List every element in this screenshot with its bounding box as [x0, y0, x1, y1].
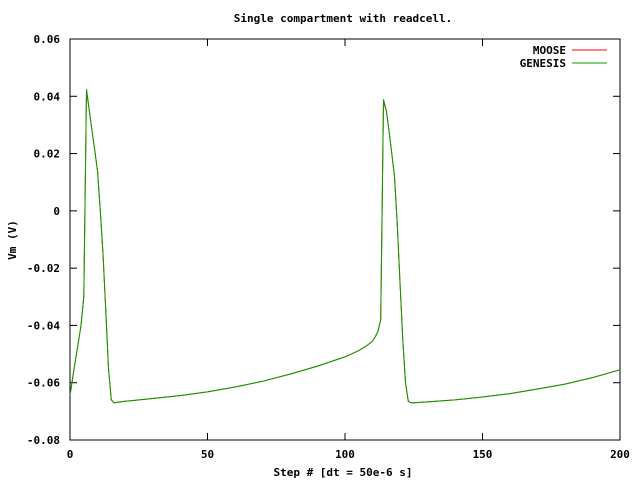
y-tick-label: -0.02	[27, 262, 60, 275]
legend-label: GENESIS	[520, 57, 566, 70]
legend-label: MOOSE	[533, 44, 566, 57]
x-tick-label: 0	[67, 448, 74, 461]
y-ticks: -0.08 -0.06 -0.04 -0.02 0 0.02 0.04 0.06	[27, 33, 620, 447]
y-tick-label: -0.04	[27, 319, 60, 332]
y-tick-label: 0.02	[34, 148, 61, 161]
y-tick-label: -0.08	[27, 434, 60, 447]
series-line-genesis	[69, 89, 621, 404]
y-tick-label: -0.06	[27, 377, 60, 390]
y-tick-label: 0	[53, 205, 60, 218]
x-tick-label: 150	[473, 448, 493, 461]
x-ticks: 0 50 100 150 200	[67, 39, 630, 461]
x-tick-label: 100	[335, 448, 355, 461]
x-axis-label: Step # [dt = 50e-6 s]	[273, 466, 412, 479]
y-tick-label: 0.06	[34, 33, 61, 46]
series-line-moose	[69, 90, 621, 404]
x-tick-label: 200	[610, 448, 630, 461]
y-tick-label: 0.04	[34, 90, 61, 103]
plot-frame	[69, 38, 621, 441]
x-tick-label: 50	[201, 448, 214, 461]
y-axis-label: Vm (V)	[6, 220, 19, 260]
chart-title: Single compartment with readcell.	[234, 12, 453, 25]
series-lines	[69, 89, 621, 404]
